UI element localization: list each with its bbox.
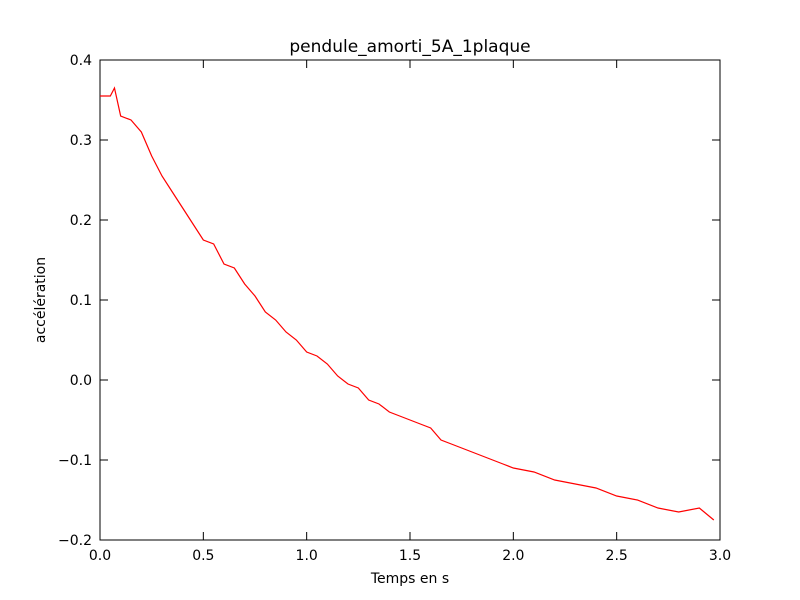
x-tick-label: 2.0: [502, 548, 524, 564]
chart-title: pendule_amorti_5A_1plaque: [289, 37, 530, 57]
x-tick-label: 0.0: [89, 548, 111, 564]
y-tick-label: 0.0: [70, 373, 92, 389]
y-tick-label: −0.2: [58, 533, 92, 549]
y-tick-label: 0.4: [70, 53, 92, 69]
y-tick-label: 0.1: [70, 293, 92, 309]
x-tick-label: 3.0: [709, 548, 731, 564]
x-axis-label: Temps en s: [370, 571, 449, 587]
y-tick-label: 0.3: [70, 133, 92, 149]
x-tick-label: 0.5: [192, 548, 214, 564]
x-tick-label: 1.5: [399, 548, 421, 564]
x-tick-label: 1.0: [296, 548, 318, 564]
y-axis-label: accélération: [33, 257, 49, 343]
data-line: [100, 86, 715, 521]
y-tick-label: −0.1: [58, 453, 92, 469]
x-tick-label: 2.5: [606, 548, 628, 564]
y-tick-label: 0.2: [70, 213, 92, 229]
